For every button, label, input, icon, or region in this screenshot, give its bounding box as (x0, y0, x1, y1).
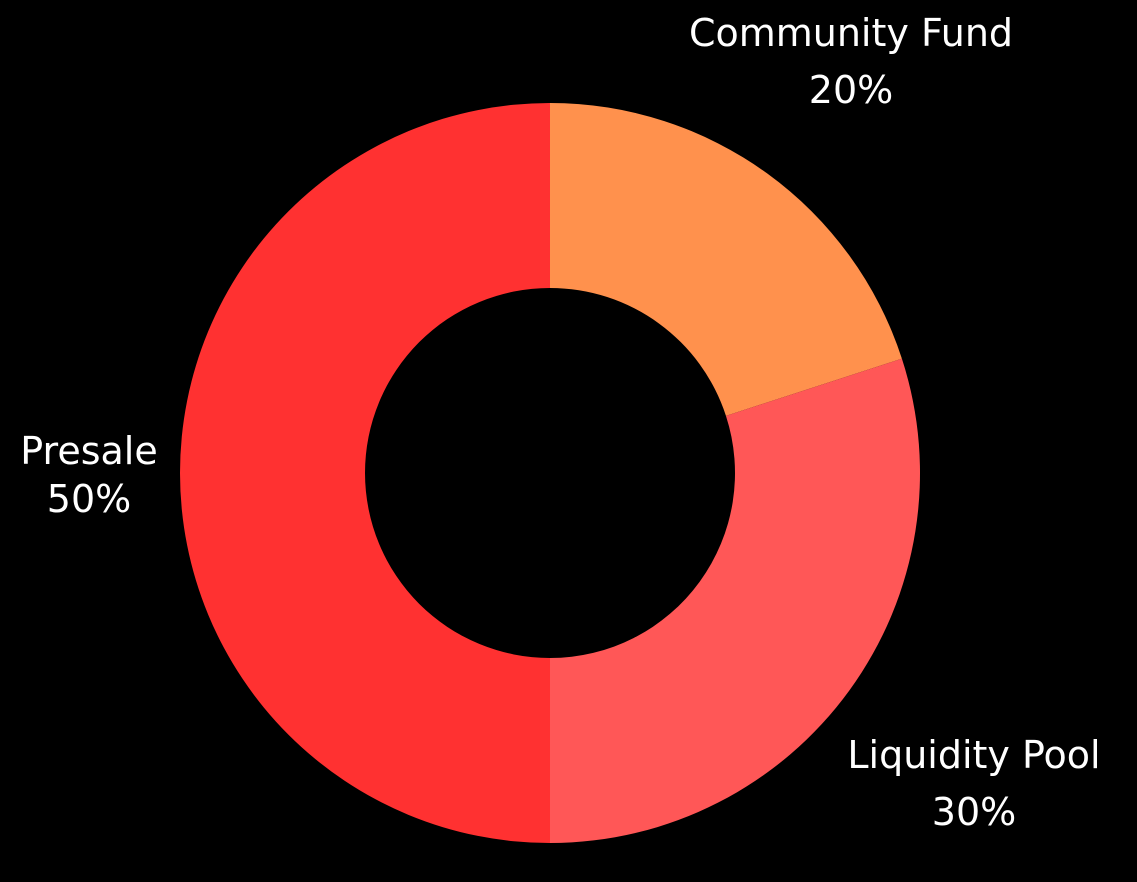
slice-presale (180, 103, 550, 843)
label-liquidity-pool: Liquidity Pool 30% (836, 736, 1112, 831)
slice-label-text: Presale (20, 429, 158, 473)
slice-label-text: Liquidity Pool (847, 733, 1101, 777)
label-community-fund: Community Fund 20% (680, 14, 1022, 109)
slice-liquidity-pool (550, 358, 921, 843)
slice-community-fund (550, 103, 902, 416)
slice-percent-text: 20% (808, 68, 894, 112)
slice-label-text: Community Fund (688, 11, 1014, 55)
label-presale: Presale 50% (14, 432, 164, 518)
slice-percent-text: 50% (46, 477, 132, 521)
slice-percent-text: 30% (931, 790, 1017, 834)
